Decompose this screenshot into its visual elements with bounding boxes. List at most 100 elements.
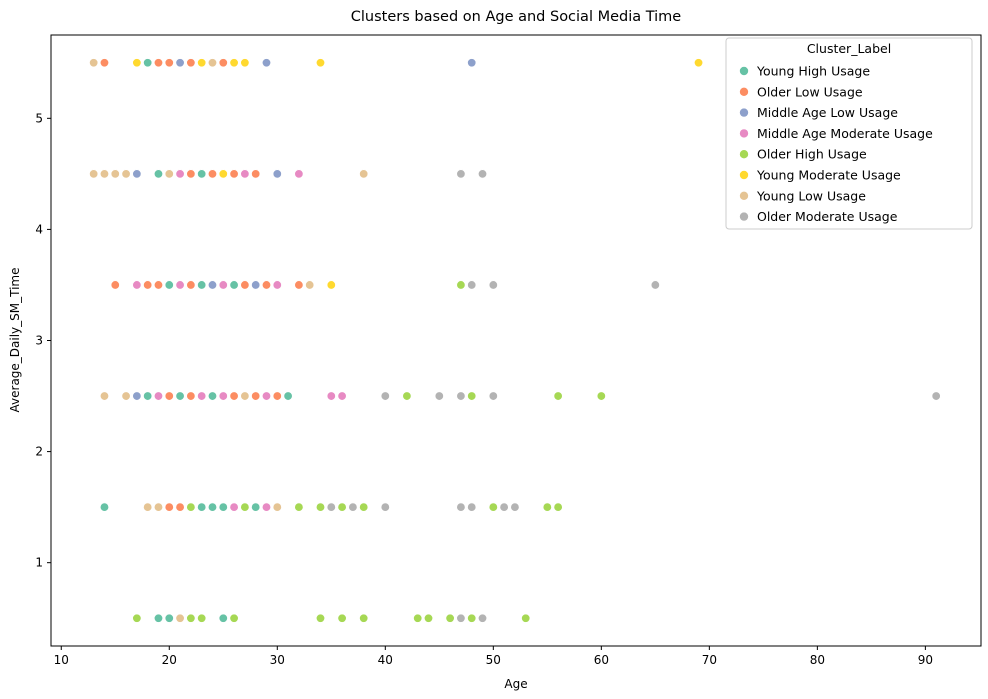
data-point — [240, 58, 250, 68]
data-point — [164, 502, 174, 512]
data-point — [240, 391, 250, 401]
data-point — [143, 391, 153, 401]
y-tick-label: 4 — [35, 222, 43, 236]
data-point — [175, 391, 185, 401]
data-point — [207, 502, 217, 512]
data-point — [132, 169, 142, 179]
data-point — [218, 58, 228, 68]
data-point — [650, 280, 660, 290]
data-point — [488, 502, 498, 512]
x-axis-label: Age — [504, 677, 527, 691]
data-point — [272, 502, 282, 512]
x-tick-label: 90 — [918, 653, 933, 667]
legend-marker — [739, 87, 749, 97]
data-point — [175, 169, 185, 179]
data-point — [251, 502, 261, 512]
data-point — [445, 613, 455, 623]
legend-label: Older Low Usage — [757, 84, 863, 99]
data-point — [186, 613, 196, 623]
data-point — [456, 613, 466, 623]
legend-marker — [739, 128, 749, 139]
x-tick-label: 20 — [162, 653, 177, 667]
data-point — [294, 502, 304, 512]
data-point — [110, 280, 120, 290]
data-point — [337, 502, 347, 512]
data-point — [240, 280, 250, 290]
data-point — [218, 613, 228, 623]
data-point — [359, 502, 369, 512]
data-point — [456, 502, 466, 512]
data-point — [488, 391, 498, 401]
data-point — [272, 391, 282, 401]
x-tick-label: 30 — [270, 653, 285, 667]
y-tick-label: 5 — [35, 111, 43, 125]
data-point — [143, 58, 153, 68]
y-tick-label: 1 — [35, 556, 43, 570]
data-point — [337, 613, 347, 623]
data-point — [229, 502, 239, 512]
data-point — [229, 169, 239, 179]
data-point — [488, 280, 498, 290]
data-point — [89, 58, 99, 68]
legend-marker — [739, 149, 749, 159]
data-point — [456, 169, 466, 179]
data-point — [261, 502, 271, 512]
data-point — [197, 58, 207, 68]
data-point — [467, 280, 477, 290]
data-point — [261, 280, 271, 290]
data-point — [499, 502, 509, 512]
legend-title: Cluster_Label — [807, 41, 891, 56]
data-point — [197, 169, 207, 179]
data-point — [207, 391, 217, 401]
data-point — [229, 391, 239, 401]
data-point — [931, 391, 941, 401]
data-point — [153, 391, 163, 401]
data-point — [218, 280, 228, 290]
y-tick-label: 2 — [35, 445, 43, 459]
data-point — [143, 502, 153, 512]
y-tick-label: 3 — [35, 334, 43, 348]
data-point — [510, 502, 520, 512]
data-point — [478, 169, 488, 179]
legend-box — [725, 37, 973, 230]
data-point — [424, 613, 434, 623]
data-point — [348, 502, 358, 512]
scatter-points — [89, 58, 941, 623]
data-point — [132, 58, 142, 68]
data-point — [99, 391, 109, 401]
legend-label: Middle Age Low Usage — [757, 105, 898, 120]
data-point — [272, 169, 282, 179]
data-point — [542, 502, 552, 512]
data-point — [153, 502, 163, 512]
legend-label: Young High Usage — [756, 64, 870, 79]
data-point — [99, 169, 109, 179]
data-point — [240, 169, 250, 179]
x-tick-label: 50 — [486, 653, 501, 667]
data-point — [197, 613, 207, 623]
data-point — [229, 58, 239, 68]
data-point — [261, 58, 271, 68]
data-point — [261, 391, 271, 401]
data-point — [99, 58, 109, 68]
data-point — [153, 613, 163, 623]
data-point — [164, 58, 174, 68]
data-point — [153, 58, 163, 68]
legend-marker — [739, 191, 749, 201]
data-point — [164, 169, 174, 179]
data-point — [251, 280, 261, 290]
legend-items: Young High Usage Older Low Usage Middle Ag… — [739, 64, 933, 224]
data-point — [175, 613, 185, 623]
legend-label: Young Moderate Usage — [756, 168, 901, 183]
data-point — [240, 502, 250, 512]
data-point — [218, 169, 228, 179]
data-point — [456, 391, 466, 401]
plot-frame — [50, 34, 982, 647]
data-point — [294, 280, 304, 290]
data-point — [467, 613, 477, 623]
legend-marker — [739, 170, 749, 180]
data-point — [478, 613, 488, 623]
data-point — [315, 502, 325, 512]
data-point — [553, 502, 563, 512]
data-point — [413, 613, 423, 623]
